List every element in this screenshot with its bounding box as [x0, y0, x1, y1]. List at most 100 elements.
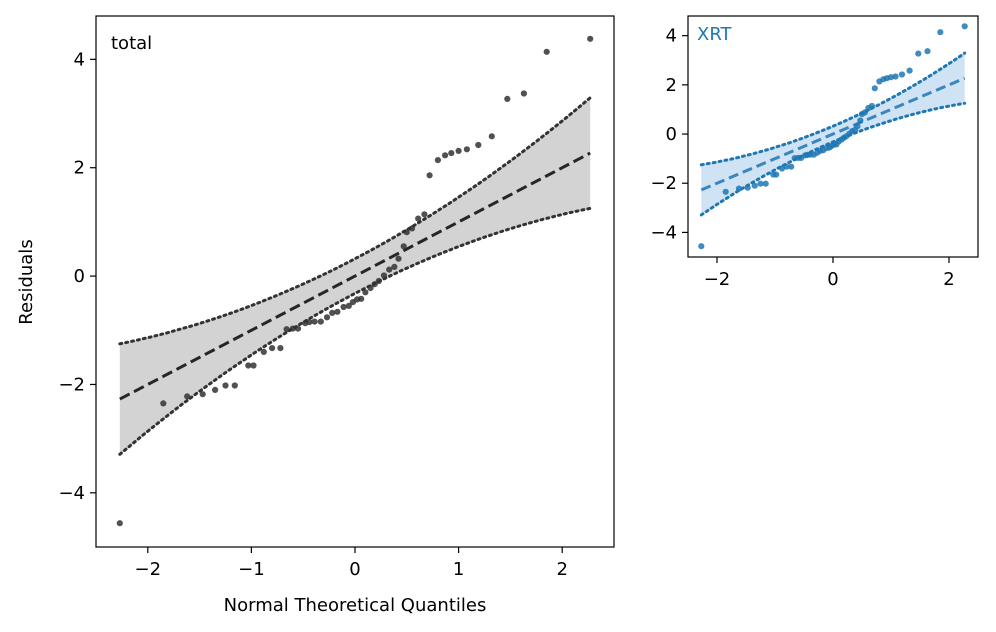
main-x-tick-label: 0: [349, 559, 360, 580]
main-data-point: [386, 266, 393, 273]
main-data-points: [116, 35, 594, 527]
main-data-point: [395, 255, 402, 262]
main-y-tick-label: 4: [74, 49, 85, 70]
main-data-point: [520, 90, 528, 97]
main-data-point: [448, 150, 455, 157]
inset-data-point: [892, 73, 899, 80]
main-reference-line: [119, 151, 591, 401]
inset-y-tick-label: −2: [650, 173, 677, 194]
main-data-point: [375, 277, 382, 285]
main-data-point: [587, 35, 594, 42]
main-data-point: [306, 319, 313, 326]
inset-data-point: [773, 171, 780, 178]
main-panel-title: total: [111, 33, 152, 54]
inset-x-ticks: −2 0 2: [704, 257, 955, 290]
main-data-point: [269, 345, 276, 352]
main-data-point: [311, 318, 318, 325]
main-data-point: [231, 382, 238, 389]
main-data-point: [323, 314, 331, 321]
inset-data-point: [898, 71, 906, 78]
main-data-point: [358, 295, 365, 302]
main-data-point: [475, 141, 482, 149]
main-data-point: [442, 152, 449, 159]
inset-data-point: [871, 85, 878, 92]
main-data-point: [488, 133, 495, 140]
main-data-point: [434, 157, 441, 164]
main-x-ticks: −2 −1 0 1 2: [135, 547, 568, 580]
main-qq-panel: −2 −1 0 1 2 −4 −2 0 2 4 total Normal Theoretical…: [16, 15, 615, 616]
inset-data-point: [788, 163, 795, 170]
main-data-point: [403, 229, 410, 236]
inset-data-point: [887, 74, 895, 81]
inset-reference-line: [700, 76, 966, 192]
main-band-upper-bound: [118, 96, 592, 346]
xrt-qq-panel: −2 0 2 −4 −2 0 2 4 XRT: [650, 15, 979, 290]
main-y-tick-label: 2: [74, 158, 85, 179]
main-data-point: [199, 391, 206, 398]
inset-data-point: [937, 29, 944, 36]
inset-data-point: [924, 48, 931, 55]
main-data-point: [400, 243, 407, 250]
main-data-point: [289, 325, 296, 332]
inset-data-point: [868, 102, 876, 110]
main-data-point: [222, 382, 229, 389]
main-data-point: [212, 386, 219, 393]
main-y-tick-label: −4: [58, 483, 85, 504]
main-data-point: [317, 318, 324, 325]
main-data-point: [260, 348, 267, 355]
main-data-point: [250, 362, 257, 369]
inset-data-point: [698, 243, 705, 250]
main-y-tick-label: 0: [74, 266, 85, 287]
inset-y-ticks: −4 −2 0 2 4: [650, 26, 688, 243]
inset-panel-title: XRT: [697, 24, 733, 45]
inset-data-point: [751, 182, 758, 189]
inset-data-point: [744, 184, 751, 191]
inset-data-point: [961, 23, 968, 30]
main-data-point: [426, 172, 433, 179]
inset-y-tick-label: −4: [650, 222, 677, 243]
inset-data-points: [698, 23, 968, 250]
main-data-point: [116, 520, 123, 527]
inset-data-point: [854, 123, 861, 130]
inset-y-tick-label: 0: [666, 124, 677, 145]
main-data-point: [184, 393, 191, 400]
inset-x-tick-label: 0: [827, 269, 838, 290]
inset-y-tick-label: 4: [666, 26, 677, 47]
main-x-tick-label: 2: [556, 559, 567, 580]
inset-data-point: [762, 180, 769, 187]
main-data-point: [160, 400, 167, 407]
inset-data-point: [722, 188, 729, 195]
main-band-lower-bound: [118, 206, 592, 456]
main-x-tick-label: −1: [238, 559, 265, 580]
main-data-point: [334, 308, 341, 315]
main-data-point: [367, 284, 374, 292]
main-data-point: [543, 48, 550, 55]
main-data-point: [380, 272, 388, 279]
inset-data-point: [915, 50, 922, 57]
main-data-point: [340, 303, 347, 311]
main-data-point: [421, 211, 428, 218]
main-data-point: [463, 146, 470, 153]
main-data-point: [294, 325, 302, 332]
inset-x-tick-label: 2: [943, 269, 954, 290]
main-data-point: [283, 326, 290, 333]
inset-data-point: [906, 67, 913, 74]
inset-data-point: [861, 109, 869, 116]
main-data-point: [277, 345, 284, 352]
main-data-point: [391, 263, 398, 270]
inset-data-point: [735, 185, 743, 192]
inset-y-tick-label: 2: [666, 75, 677, 96]
x-axis-title: Normal Theoretical Quantiles: [224, 595, 487, 616]
main-data-point: [362, 289, 369, 296]
inset-data-point: [857, 117, 864, 124]
main-data-point: [415, 215, 422, 222]
main-data-point: [408, 225, 416, 232]
main-data-point: [345, 302, 352, 309]
inset-data-point: [757, 180, 764, 187]
inset-band-upper-bound: [699, 51, 967, 167]
inset-data-point: [783, 163, 790, 170]
main-data-point: [329, 309, 336, 316]
main-x-tick-label: −2: [135, 559, 162, 580]
main-data-point: [455, 147, 462, 154]
